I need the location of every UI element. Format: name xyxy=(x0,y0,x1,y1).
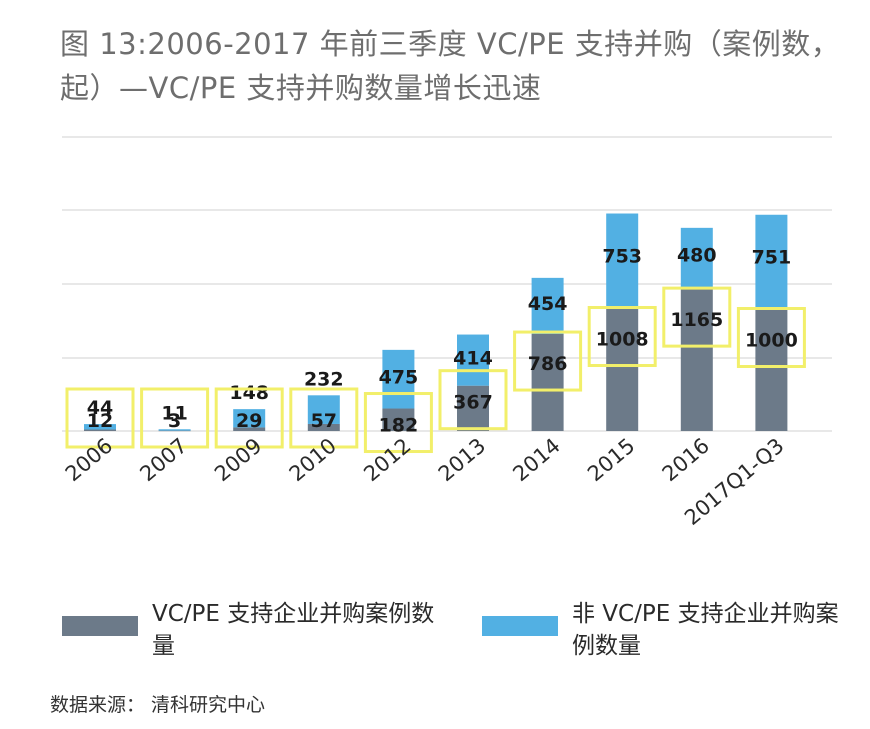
bar-vcpe xyxy=(382,408,415,431)
highlight-box xyxy=(736,307,806,368)
bar-vcpe xyxy=(158,430,191,432)
data-label-vcpe: 3 xyxy=(168,410,181,432)
highlight-box xyxy=(587,306,657,368)
bar-non-vcpe xyxy=(680,227,713,288)
bar-vcpe xyxy=(531,333,564,431)
data-label-vcpe: 1165 xyxy=(670,309,723,331)
bar-non-vcpe xyxy=(457,334,489,386)
x-tick-label: 2016 xyxy=(658,433,714,486)
data-label-non-vcpe: 232 xyxy=(304,368,344,390)
chart-title: 图 13:2006-2017 年前三季度 VC/PE 支持并购（案例数，起）—V… xyxy=(60,27,841,105)
highlight-box xyxy=(140,387,210,449)
x-tick-label: 2010 xyxy=(285,433,341,486)
data-label-non-vcpe: 480 xyxy=(677,245,717,267)
x-tick-label: 2007 xyxy=(135,433,191,486)
data-label-vcpe: 1000 xyxy=(745,330,798,352)
legend-item-vcpe: VC/PE 支持企业并购案例数量 xyxy=(62,598,462,662)
bar-vcpe xyxy=(755,307,788,431)
bar-non-vcpe xyxy=(755,214,788,308)
data-label-non-vcpe: 751 xyxy=(752,246,792,268)
bar-non-vcpe xyxy=(307,395,340,424)
legend-swatch-vcpe xyxy=(62,616,138,636)
bar-vcpe xyxy=(606,306,639,431)
x-tick-label: 2014 xyxy=(508,433,564,486)
x-tick-label: 2009 xyxy=(210,433,266,486)
data-label-non-vcpe: 454 xyxy=(528,293,568,315)
bar-vcpe xyxy=(680,287,713,431)
highlight-box xyxy=(438,369,508,431)
legend-label-non-vcpe: 非 VC/PE 支持企业并购案例数量 xyxy=(572,601,839,659)
bar-non-vcpe xyxy=(382,349,415,409)
highlight-box xyxy=(363,392,433,454)
source-note: 数据来源： 清科研究中心 xyxy=(50,694,266,716)
bar-non-vcpe xyxy=(158,429,191,431)
data-label-vcpe: 786 xyxy=(528,353,568,375)
bar-vcpe xyxy=(84,429,116,431)
data-label-non-vcpe: 44 xyxy=(87,397,113,419)
bar-non-vcpe xyxy=(84,424,116,430)
data-label-vcpe: 1008 xyxy=(596,329,649,351)
data-label-non-vcpe: 148 xyxy=(229,382,269,404)
data-label-non-vcpe: 414 xyxy=(453,348,493,370)
highlight-box xyxy=(662,286,732,348)
bar-non-vcpe xyxy=(233,409,266,428)
highlight-box xyxy=(65,387,135,449)
bar-vcpe xyxy=(457,385,489,431)
data-label-vcpe: 182 xyxy=(379,415,419,437)
bar-non-vcpe xyxy=(531,277,564,334)
legend-label-vcpe: VC/PE 支持企业并购案例数量 xyxy=(152,601,435,659)
data-label-vcpe: 367 xyxy=(453,392,493,414)
x-tick-label: 2013 xyxy=(434,433,490,486)
data-label-vcpe: 57 xyxy=(311,410,337,432)
highlight-box xyxy=(214,387,284,449)
data-label-non-vcpe: 753 xyxy=(602,245,642,267)
bar-vcpe xyxy=(233,427,266,431)
highlight-box xyxy=(289,387,359,449)
x-tick-label: 2012 xyxy=(359,433,415,486)
legend-swatch-non-vcpe xyxy=(482,616,558,636)
data-label-non-vcpe: 11 xyxy=(161,402,187,424)
bar-vcpe xyxy=(307,423,340,431)
highlight-box xyxy=(513,330,583,392)
data-label-non-vcpe: 475 xyxy=(379,366,419,388)
data-label-vcpe: 12 xyxy=(87,410,113,432)
bar-non-vcpe xyxy=(606,213,639,307)
x-tick-label: 2006 xyxy=(61,433,117,486)
x-tick-label: 2015 xyxy=(583,433,639,486)
data-label-vcpe: 29 xyxy=(236,410,262,432)
legend-item-non-vcpe: 非 VC/PE 支持企业并购案例数量 xyxy=(482,598,852,662)
